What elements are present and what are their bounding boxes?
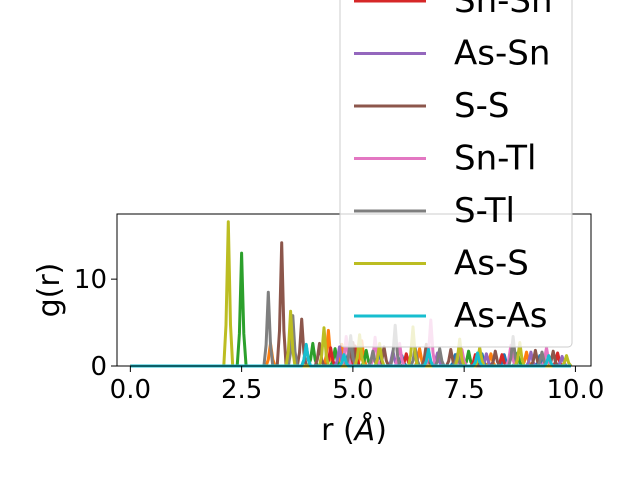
- legend-label-s-tl: S-Tl: [454, 191, 515, 231]
- x-tick-label: 5.0: [332, 375, 373, 405]
- legend-label-as-s: As-S: [454, 244, 529, 284]
- legend-label-as-as: As-As: [454, 296, 547, 336]
- legend: Sn-Sn As-Sn S-S Sn-Tl S-Tl As-S As-As: [339, 0, 573, 348]
- legend-entries: Sn-Sn As-Sn S-S Sn-Tl S-Tl As-S As-As: [354, 0, 553, 336]
- x-tick-label: 2.5: [221, 375, 262, 405]
- x-tick-label: 0.0: [110, 375, 151, 405]
- x-tick-label: 10.0: [546, 375, 604, 405]
- legend-label-sn-sn: Sn-Sn: [454, 0, 553, 21]
- legend-label-sn-tl: Sn-Tl: [454, 139, 537, 179]
- y-tick-label: 10: [74, 265, 107, 295]
- legend-label-s-s: S-S: [454, 86, 509, 126]
- y-ticks: 0 10: [74, 265, 117, 382]
- x-ticks: 0.0 2.5 5.0 7.5 10.0: [110, 366, 604, 405]
- x-tick-label: 7.5: [443, 375, 484, 405]
- x-axis-label: r (Å): [321, 412, 387, 448]
- x-axis-label-close: ): [375, 413, 387, 448]
- legend-label-as-sn: As-Sn: [454, 34, 550, 74]
- y-axis-label: g(r): [32, 263, 67, 318]
- x-axis-label-main: r (: [321, 413, 355, 448]
- y-tick-label: 0: [90, 352, 107, 382]
- x-axis-label-unit: Å: [353, 412, 376, 448]
- legend-frame: [339, 0, 573, 348]
